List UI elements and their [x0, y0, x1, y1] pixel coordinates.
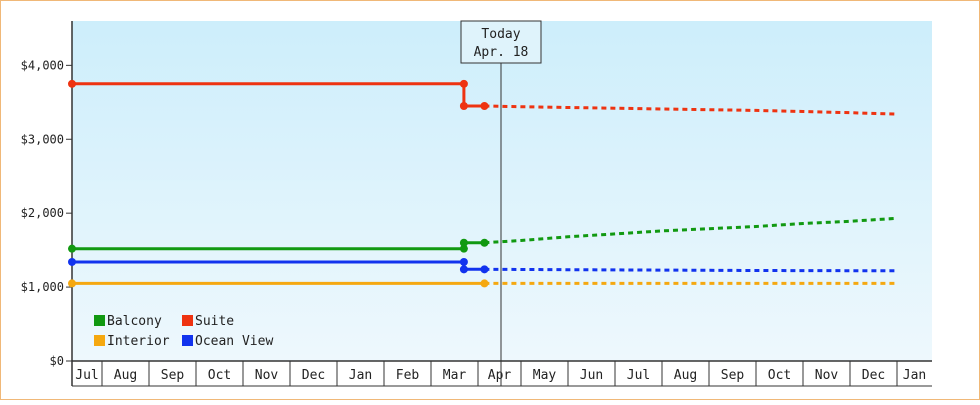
x-axis: Jul Aug Sep Oct Nov Dec Jan Feb Mar Apr May Jun Jul A…: [72, 360, 932, 387]
x-tick-label: Jan: [349, 368, 372, 383]
today-date: Apr. 18: [474, 45, 529, 60]
data-point: [459, 244, 468, 253]
data-point: [68, 244, 76, 253]
history-line: [72, 82, 485, 108]
legend: Balcony Suite Interior Ocean View: [94, 314, 273, 349]
legend-label: Balcony: [107, 314, 162, 329]
x-tick-label: Aug: [114, 368, 137, 383]
series-balcony: [68, 216, 898, 253]
data-point: [68, 279, 76, 288]
data-point: [68, 257, 76, 266]
x-tick-label: Feb: [396, 368, 420, 383]
x-tick-label: Jul: [627, 368, 650, 383]
x-tick-label: Oct: [208, 368, 231, 383]
forecast-line: [484, 267, 898, 273]
legend-label: Suite: [195, 314, 234, 329]
x-tick-label: Jan: [903, 368, 926, 383]
today-marker: Today Apr. 18: [460, 20, 542, 386]
x-tick-label: Jun: [580, 368, 603, 383]
data-point: [459, 79, 468, 88]
y-tick-label: $3,000: [21, 132, 64, 146]
data-point: [480, 279, 489, 288]
x-tick-label: Sep: [161, 368, 185, 383]
data-point: [480, 102, 489, 110]
series-ocean-view: [68, 257, 898, 274]
x-tick-label: Jul: [75, 368, 98, 383]
y-axis: $0 $1,000 $2,000 $3,000 $4,000: [21, 21, 73, 386]
data-point: [459, 238, 468, 247]
data-point: [68, 79, 76, 88]
plot-background: [72, 21, 932, 361]
y-tick-label: $0: [50, 354, 64, 368]
y-tick-label: $2,000: [21, 206, 64, 220]
forecast-line: [484, 216, 898, 245]
x-tick-label: May: [533, 368, 557, 383]
y-tick-label: $4,000: [21, 58, 64, 72]
today-box: [460, 20, 542, 64]
x-tick-label: Dec: [302, 368, 325, 383]
x-tick-label: Nov: [255, 368, 279, 383]
today-label: Today: [481, 27, 520, 42]
legend-swatch: [182, 335, 193, 346]
x-tick-label: Mar: [443, 368, 467, 383]
data-point: [480, 238, 489, 247]
series-interior: [68, 279, 897, 288]
legend-swatch: [94, 335, 105, 346]
y-tick-label: $1,000: [21, 280, 64, 294]
x-tick-label: Sep: [721, 368, 745, 383]
forecast-line: [484, 104, 898, 116]
legend-label: Ocean View: [195, 334, 273, 349]
data-point: [459, 102, 468, 110]
x-tick-label: Dec: [862, 368, 885, 383]
series-suite: [68, 79, 898, 116]
legend-swatch: [94, 315, 105, 326]
series-layer: [68, 79, 898, 288]
x-tick-label: Oct: [768, 368, 791, 383]
x-tick-label: Aug: [674, 368, 697, 383]
legend-label: Interior: [107, 334, 170, 349]
legend-swatch: [182, 315, 193, 326]
data-point: [459, 257, 468, 266]
data-point: [480, 265, 489, 274]
x-tick-label: Nov: [815, 368, 839, 383]
data-point: [459, 265, 468, 274]
x-tick-label: Apr: [488, 368, 512, 383]
